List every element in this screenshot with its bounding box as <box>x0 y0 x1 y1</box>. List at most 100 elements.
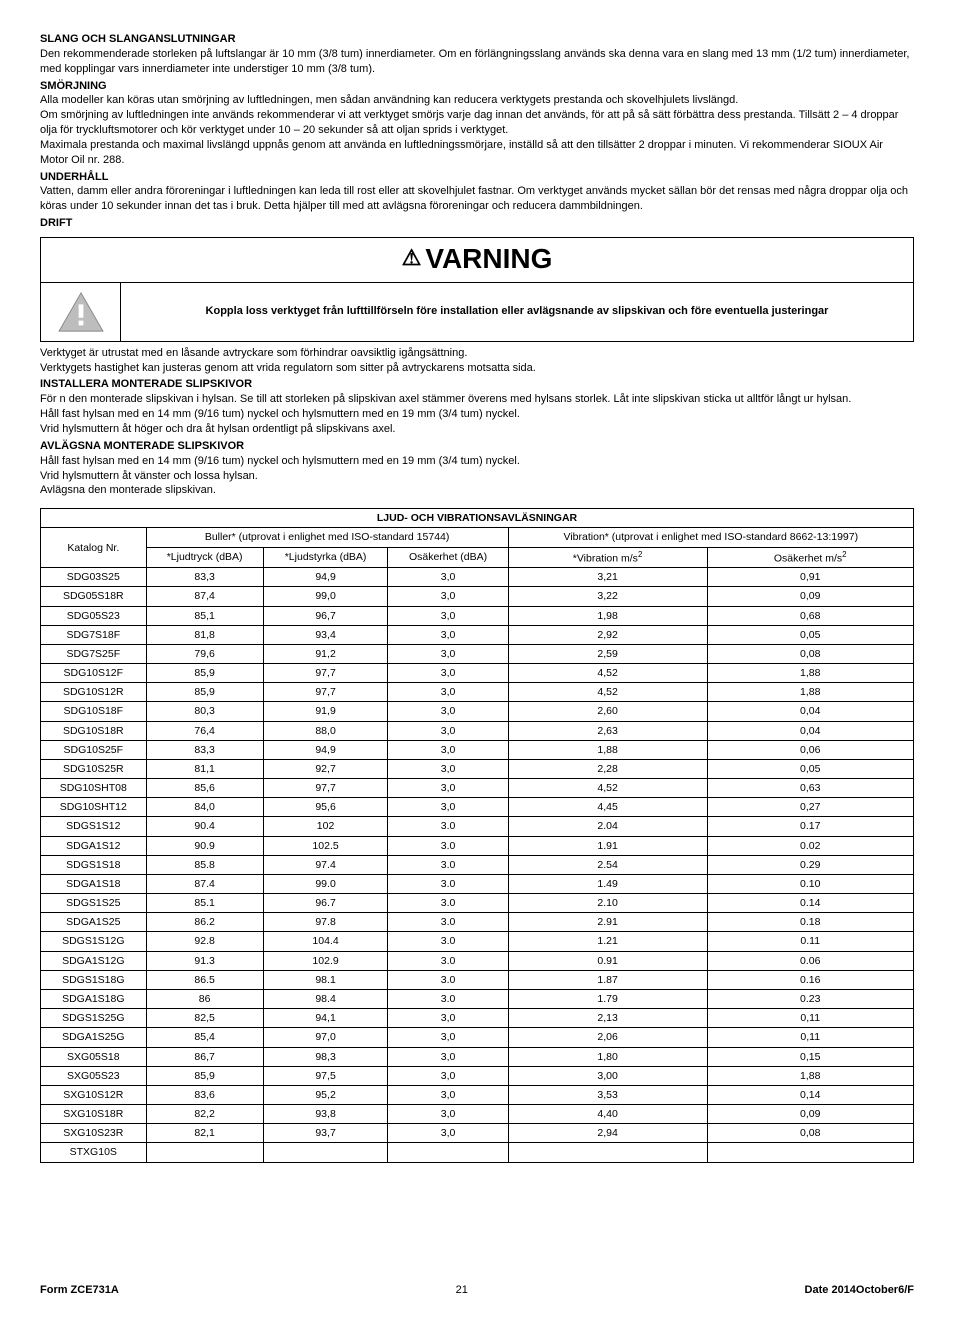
table-cell: 3,0 <box>388 798 508 817</box>
table-cell: 0,91 <box>707 568 913 587</box>
table-title: LJUD- OCH VIBRATIONSAVLÄSNINGAR <box>41 509 914 528</box>
table-cell: 94,1 <box>263 1009 388 1028</box>
warning-box: ⚠VARNING Koppla loss verktyget från luft… <box>40 237 914 342</box>
table-cell: 0.91 <box>508 951 707 970</box>
table-cell: SDGA1S25G <box>41 1028 147 1047</box>
warning-triangle-icon: ⚠ <box>402 245 422 270</box>
table-cell: 4,45 <box>508 798 707 817</box>
table-row: SDGS1S18G86.598.13.01.870.16 <box>41 970 914 989</box>
table-cell: 97,0 <box>263 1028 388 1047</box>
table-cell: 91,2 <box>263 644 388 663</box>
table-cell: 3,0 <box>388 606 508 625</box>
table-cell: SDGA1S18 <box>41 874 147 893</box>
table-cell: 3.0 <box>388 990 508 1009</box>
table-cell: SDGS1S25 <box>41 894 147 913</box>
table-cell: 97.8 <box>263 913 388 932</box>
table-row: SDGA1S12G91.3102.93.00.910.06 <box>41 951 914 970</box>
table-cell: 0.16 <box>707 970 913 989</box>
table-cell: 0,68 <box>707 606 913 625</box>
table-cell: 2,94 <box>508 1124 707 1143</box>
table-cell: 82,5 <box>146 1009 263 1028</box>
table-cell: 2.04 <box>508 817 707 836</box>
table-cell: 2,13 <box>508 1009 707 1028</box>
table-cell <box>508 1143 707 1162</box>
table-cell: 85,4 <box>146 1028 263 1047</box>
table-cell: 0.29 <box>707 855 913 874</box>
table-cell: 91.3 <box>146 951 263 970</box>
para: Den rekommenderade storleken på luftslan… <box>40 47 914 77</box>
table-cell: 2,59 <box>508 644 707 663</box>
table-cell: 97,7 <box>263 683 388 702</box>
table-cell: 0,08 <box>707 644 913 663</box>
warning-title: ⚠VARNING <box>41 238 913 283</box>
table-cell: 3,0 <box>388 568 508 587</box>
table-cell: 0,14 <box>707 1085 913 1104</box>
table-row: SXG10S23R82,193,73,02,940,08 <box>41 1124 914 1143</box>
footer-form: Form ZCE731A <box>40 1283 119 1298</box>
table-cell: 0,27 <box>707 798 913 817</box>
table-cell: 87.4 <box>146 874 263 893</box>
table-cell: 3.0 <box>388 817 508 836</box>
table-cell: 0,09 <box>707 1105 913 1124</box>
table-row: SDG10S12R85,997,73,04,521,88 <box>41 683 914 702</box>
table-cell: 97,7 <box>263 664 388 683</box>
table-cell: 3,0 <box>388 1028 508 1047</box>
table-cell: 85,9 <box>146 683 263 702</box>
table-cell: 3,0 <box>388 702 508 721</box>
table-cell: 102.9 <box>263 951 388 970</box>
table-cell: 85,1 <box>146 606 263 625</box>
table-row: SDGA1S1290.9102.53.01.910.02 <box>41 836 914 855</box>
table-cell: 83,3 <box>146 568 263 587</box>
table-cell: 94,9 <box>263 740 388 759</box>
table-cell: SDG05S18R <box>41 587 147 606</box>
para: Verktygets hastighet kan justeras genom … <box>40 361 914 376</box>
table-cell: SXG05S23 <box>41 1066 147 1085</box>
table-cell: 3,0 <box>388 1047 508 1066</box>
table-cell: 0,11 <box>707 1009 913 1028</box>
table-row: SDGA1S1887.499.03.01.490.10 <box>41 874 914 893</box>
table-cell: 86 <box>146 990 263 1009</box>
table-cell: 0.02 <box>707 836 913 855</box>
table-cell <box>388 1143 508 1162</box>
para: För n den monterade slipskivan i hylsan.… <box>40 392 914 407</box>
table-cell: SDGA1S12 <box>41 836 147 855</box>
table-cell: 1.21 <box>508 932 707 951</box>
table-row: SDG7S25F79,691,23,02,590,08 <box>41 644 914 663</box>
table-cell: 3.0 <box>388 874 508 893</box>
table-cell: 85.8 <box>146 855 263 874</box>
table-cell: SDG10S25F <box>41 740 147 759</box>
table-cell: 1,88 <box>707 664 913 683</box>
col-power: *Ljudstyrka (dBA) <box>263 547 388 568</box>
table-cell: 83,3 <box>146 740 263 759</box>
table-cell: SDGA1S12G <box>41 951 147 970</box>
table-cell: 1.91 <box>508 836 707 855</box>
table-cell: 3.0 <box>388 855 508 874</box>
table-cell: 2,28 <box>508 759 707 778</box>
table-row: SDG05S2385,196,73,01,980,68 <box>41 606 914 625</box>
table-cell: SDG05S23 <box>41 606 147 625</box>
table-cell: 82,1 <box>146 1124 263 1143</box>
table-cell: 85.1 <box>146 894 263 913</box>
table-cell: 4,52 <box>508 683 707 702</box>
table-cell: 1.49 <box>508 874 707 893</box>
table-cell: SXG05S18 <box>41 1047 147 1066</box>
readings-table: LJUD- OCH VIBRATIONSAVLÄSNINGAR Katalog … <box>40 508 914 1162</box>
table-cell: 3,21 <box>508 568 707 587</box>
table-row: SXG05S2385,997,53,03,001,88 <box>41 1066 914 1085</box>
table-cell: 2,60 <box>508 702 707 721</box>
table-cell: 1.79 <box>508 990 707 1009</box>
table-cell: 2.91 <box>508 913 707 932</box>
table-cell: 4,40 <box>508 1105 707 1124</box>
table-cell: 93,4 <box>263 625 388 644</box>
table-cell: SXG10S18R <box>41 1105 147 1124</box>
table-cell: 97.4 <box>263 855 388 874</box>
footer-page: 21 <box>456 1283 468 1298</box>
table-cell: 3,0 <box>388 1124 508 1143</box>
table-cell: 81,8 <box>146 625 263 644</box>
table-cell: 2.10 <box>508 894 707 913</box>
table-cell: 99,0 <box>263 587 388 606</box>
col-pressure: *Ljudtryck (dBA) <box>146 547 263 568</box>
table-row: SDG10SHT0885,697,73,04,520,63 <box>41 779 914 798</box>
table-cell: 2,06 <box>508 1028 707 1047</box>
table-cell: 80,3 <box>146 702 263 721</box>
